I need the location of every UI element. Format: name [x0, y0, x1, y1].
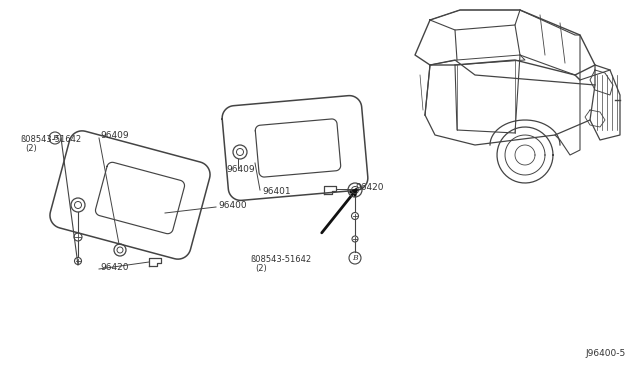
Text: 96400: 96400 — [218, 201, 246, 209]
Text: (2): (2) — [25, 144, 36, 154]
Text: 96420: 96420 — [100, 263, 129, 273]
Text: (2): (2) — [255, 263, 267, 273]
Text: B: B — [52, 134, 58, 142]
Text: J96400-5: J96400-5 — [585, 349, 625, 358]
Text: 96409: 96409 — [100, 131, 129, 140]
Text: 96420: 96420 — [355, 183, 383, 192]
Text: 96401: 96401 — [262, 187, 291, 196]
Text: ß08543-51642: ß08543-51642 — [20, 135, 81, 144]
Text: ß08543-51642: ß08543-51642 — [250, 254, 311, 263]
Text: B: B — [352, 254, 358, 262]
Text: 96409: 96409 — [226, 166, 255, 174]
